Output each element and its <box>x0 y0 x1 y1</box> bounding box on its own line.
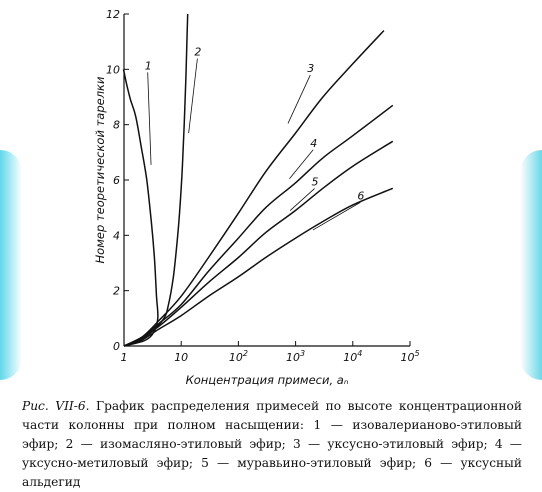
y-axis-label: Номер теоретической тарелки <box>93 76 107 263</box>
series-6-leader <box>312 202 361 231</box>
series-5-leader <box>289 188 315 211</box>
series-4-label: 4 <box>310 137 317 150</box>
y-tick-label: 0 <box>113 340 120 353</box>
x-tick-label: 105 <box>400 349 419 364</box>
series-3-label: 3 <box>307 62 314 75</box>
x-tick-label: 104 <box>343 349 362 364</box>
y-tick-label: 4 <box>113 229 120 242</box>
caption-text: График распределения примесей по высоте … <box>22 399 522 489</box>
x-tick-label: 10 <box>174 351 188 364</box>
series-1-leader <box>147 72 152 165</box>
y-tick-label: 10 <box>106 63 120 76</box>
series-6-label: 6 <box>357 189 364 202</box>
series-3-leader <box>287 74 311 124</box>
x-tick-label: 1 <box>121 351 128 364</box>
series-4-leader <box>289 149 314 179</box>
series-2-leader <box>188 58 198 134</box>
y-tick-label: 6 <box>113 174 120 187</box>
x-tick-exponent: 3 <box>300 349 305 358</box>
x-tick-label: 102 <box>229 349 248 364</box>
x-tick-label: 103 <box>286 349 305 364</box>
series-1-line <box>122 69 159 347</box>
series-6-line <box>123 187 394 347</box>
series-1-label: 1 <box>145 59 152 72</box>
x-tick-exponent: 2 <box>243 349 248 358</box>
caption-lead: Рис. VII-6. <box>22 399 90 413</box>
right-edge-decoration <box>520 150 542 380</box>
chart-series: 1 2 3 4 5 6 <box>122 13 394 347</box>
y-tick-label: 8 <box>113 119 120 132</box>
series-5-label: 5 <box>312 176 319 189</box>
series-5-line <box>123 140 394 347</box>
series-4-line <box>123 104 394 347</box>
series-3-line <box>123 30 385 347</box>
figure-caption: Рис. VII-6. График распределения примесе… <box>22 397 522 492</box>
x-axis-label: Концентрация примеси, aₙ <box>186 373 349 387</box>
series-2-label: 2 <box>194 46 201 59</box>
y-tick-label: 2 <box>113 285 120 298</box>
left-edge-decoration <box>0 150 22 380</box>
x-tick-exponent: 5 <box>414 349 419 358</box>
y-tick-label: 12 <box>106 8 120 21</box>
x-tick-exponent: 4 <box>357 349 362 358</box>
